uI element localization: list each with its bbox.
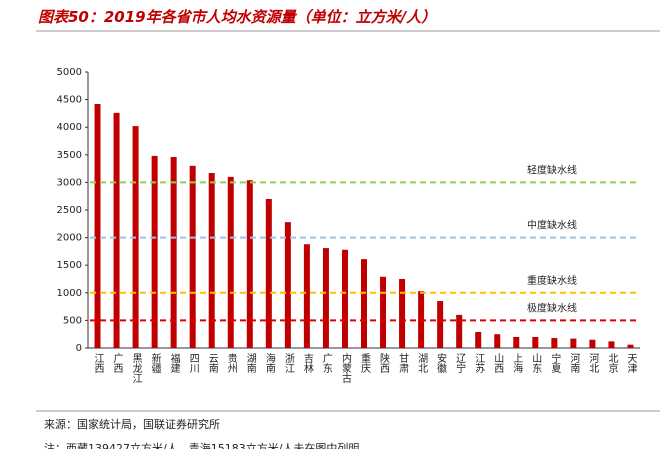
x-tick-label: 河南 xyxy=(568,353,580,373)
bar xyxy=(456,314,463,348)
x-tick-label: 江苏 xyxy=(473,353,485,374)
x-tick-label: 安徽 xyxy=(435,352,447,374)
bar xyxy=(113,112,120,349)
x-tick-label: 北京 xyxy=(606,353,618,374)
bar xyxy=(246,180,253,348)
bar xyxy=(380,276,387,348)
bar xyxy=(265,198,272,348)
x-tick-label: 陕西 xyxy=(378,352,390,373)
x-tick-label: 天津 xyxy=(625,353,637,374)
bar xyxy=(570,338,577,348)
note: 注：西藏139427立方米/人，青海15183立方米/人未在图中列明 xyxy=(44,441,359,449)
x-tick-label: 河北 xyxy=(587,353,599,373)
bar xyxy=(341,249,348,348)
x-tick-label: 辽宁 xyxy=(454,353,466,373)
x-tick-label: 山西 xyxy=(492,353,504,373)
bar xyxy=(227,176,234,348)
bar xyxy=(189,165,196,348)
bar xyxy=(151,155,158,348)
bar xyxy=(608,341,615,348)
x-tick-label: 黑龙江 xyxy=(130,353,142,383)
bar xyxy=(475,331,482,348)
x-tick-label: 吉林 xyxy=(301,353,313,374)
bar xyxy=(589,339,596,348)
x-tick-label: 四川 xyxy=(187,353,199,373)
y-tick-label: 5000 xyxy=(57,67,82,78)
bar xyxy=(513,336,520,348)
x-tick-label: 浙江 xyxy=(282,353,294,373)
bar xyxy=(208,173,215,348)
reference-label: 极度缺水线 xyxy=(527,301,577,314)
x-tick-label: 海南 xyxy=(263,352,275,373)
bar xyxy=(284,222,291,348)
x-tick-label: 福建 xyxy=(168,352,180,373)
x-tick-label: 贵州 xyxy=(225,352,237,373)
y-tick-label: 1500 xyxy=(57,260,82,271)
bar xyxy=(532,336,539,348)
x-tick-label: 重庆 xyxy=(359,352,371,374)
y-tick-label: 4000 xyxy=(57,122,82,133)
x-tick-label: 广西 xyxy=(111,353,123,373)
y-tick-label: 500 xyxy=(63,315,82,326)
reference-label: 轻度缺水线 xyxy=(527,163,577,176)
x-tick-label: 江西 xyxy=(92,353,104,373)
bar xyxy=(399,279,406,348)
bar xyxy=(94,104,101,349)
bar xyxy=(494,334,501,348)
x-tick-label: 山东 xyxy=(530,353,542,373)
y-tick-label: 3000 xyxy=(57,177,82,188)
source: 来源：国家统计局，国联证券研究所 xyxy=(44,417,220,431)
bar xyxy=(627,344,634,348)
bar xyxy=(322,248,329,348)
x-tick-label: 湖北 xyxy=(416,353,428,373)
x-tick-label: 云南 xyxy=(206,353,218,373)
bar xyxy=(437,301,444,348)
x-tick-label: 湖南 xyxy=(244,353,256,373)
bar xyxy=(303,244,310,348)
bar xyxy=(551,338,558,348)
x-tick-label: 甘肃 xyxy=(397,352,409,374)
y-tick-label: 2000 xyxy=(57,233,82,244)
x-tick-label: 宁夏 xyxy=(549,352,561,373)
reference-label: 重度缺水线 xyxy=(527,274,577,287)
x-tick-label: 新疆 xyxy=(149,352,161,374)
bar xyxy=(361,259,367,348)
reference-label: 中度缺水线 xyxy=(527,219,577,232)
y-tick-label: 4500 xyxy=(57,95,82,106)
y-tick-label: 3500 xyxy=(57,150,82,161)
bar xyxy=(170,157,177,348)
y-tick-label: 2500 xyxy=(57,205,82,216)
y-tick-label: 1000 xyxy=(57,288,82,299)
x-tick-label: 内蒙古 xyxy=(339,352,351,384)
y-tick-label: 0 xyxy=(76,343,82,354)
x-tick-label: 上海 xyxy=(511,353,523,374)
x-tick-label: 广东 xyxy=(320,353,332,373)
chart-title: 图表50：2019年各省市人均水资源量（单位：立方米/人） xyxy=(38,8,436,26)
